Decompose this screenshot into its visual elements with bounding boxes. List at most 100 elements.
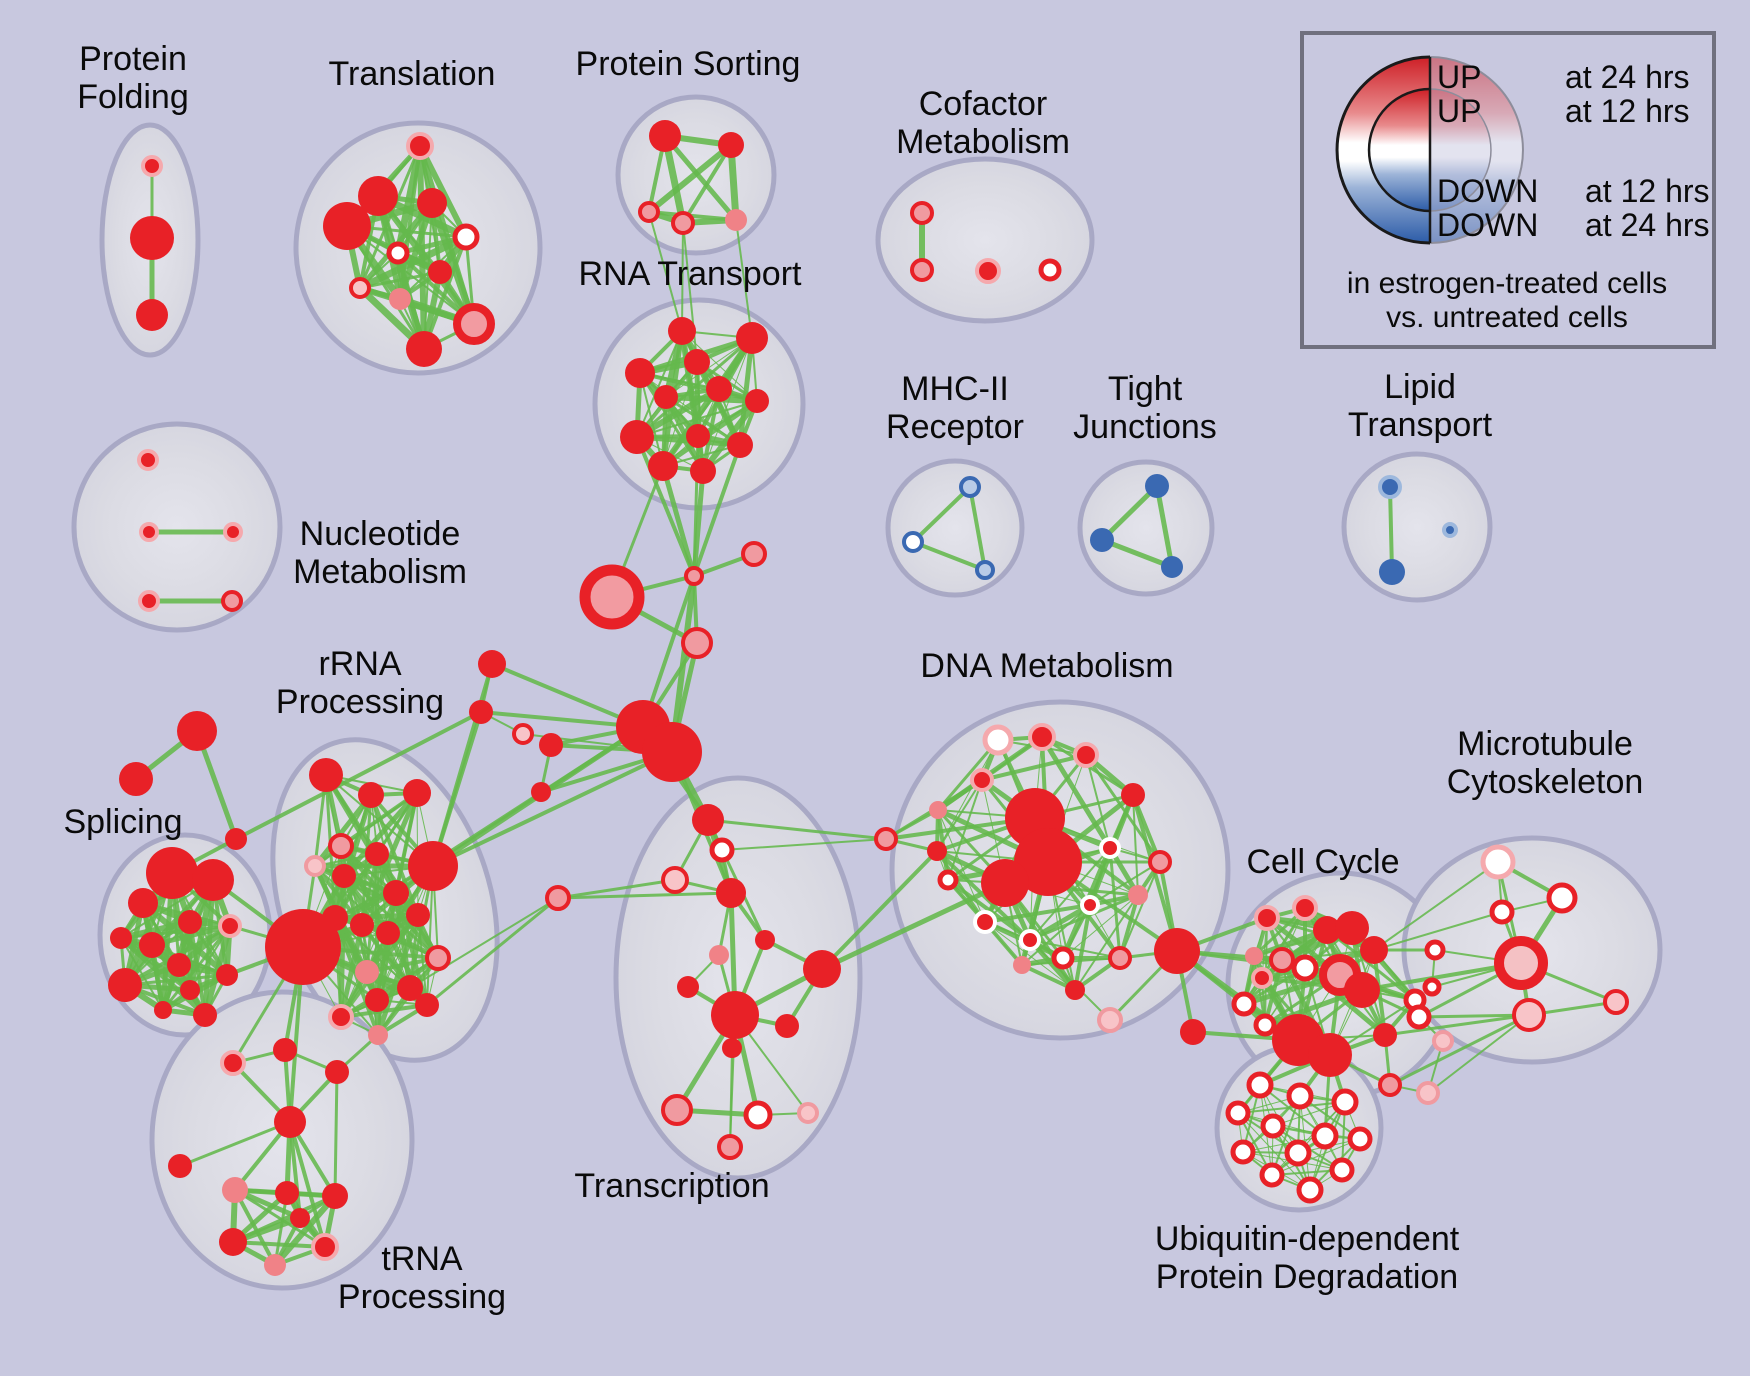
node-free-t1 bbox=[177, 711, 217, 751]
node-tj-2 bbox=[1161, 556, 1183, 578]
node-rrna-15 bbox=[355, 960, 379, 984]
node-ub-4 bbox=[1260, 1113, 1286, 1139]
cluster-label-lipid-transport: Transport bbox=[1348, 406, 1493, 444]
node-txn-6 bbox=[677, 976, 699, 998]
node-tr-10 bbox=[406, 331, 442, 367]
node-free-p22 bbox=[1378, 1073, 1402, 1097]
node-nuc-0 bbox=[137, 449, 159, 471]
node-spl-4 bbox=[218, 914, 242, 938]
node-cc-12 bbox=[1253, 1013, 1277, 1037]
bridge-edge bbox=[706, 818, 888, 841]
bridge-edge bbox=[735, 219, 753, 339]
node-dna-7 bbox=[1014, 828, 1082, 896]
node-trna-0 bbox=[220, 1050, 246, 1076]
network-edge bbox=[737, 335, 755, 448]
node-trna-7 bbox=[219, 1228, 247, 1256]
node-txn-2 bbox=[661, 866, 689, 894]
network-edge bbox=[946, 878, 1032, 942]
node-rt-9 bbox=[727, 432, 753, 458]
node-mhc-1 bbox=[902, 531, 924, 553]
node-free-lp1 bbox=[1097, 1007, 1123, 1033]
node-dna-11 bbox=[1148, 850, 1172, 874]
node-dna-5 bbox=[927, 841, 947, 861]
node-cc-2 bbox=[1313, 916, 1341, 944]
cluster-label-tight-junctions: Junctions bbox=[1073, 408, 1217, 446]
network-edge bbox=[1074, 894, 1139, 991]
bridge-edge bbox=[681, 222, 684, 332]
node-free-s1 bbox=[539, 733, 563, 757]
network-edge bbox=[1388, 485, 1394, 574]
node-tj-1 bbox=[1090, 528, 1114, 552]
node-mt-7 bbox=[1512, 998, 1546, 1032]
network-edge bbox=[339, 1003, 429, 1019]
network-edge bbox=[1039, 734, 1113, 851]
bridge-edge bbox=[1373, 861, 1499, 951]
node-txn-4 bbox=[755, 930, 775, 950]
cluster-ellipse-mhc-ii-receptor bbox=[885, 458, 1025, 598]
node-mt-1 bbox=[1546, 882, 1578, 914]
network-edge bbox=[346, 225, 475, 325]
node-trna-8 bbox=[311, 1233, 339, 1261]
node-tr-0 bbox=[406, 132, 434, 160]
network-edge bbox=[947, 779, 983, 881]
node-free-iso bbox=[168, 1154, 192, 1178]
bridge-edge bbox=[234, 710, 483, 841]
node-ub-11 bbox=[1296, 1176, 1324, 1204]
network-edge bbox=[1242, 1135, 1326, 1153]
legend-circle-outline bbox=[1335, 55, 1431, 245]
node-ub-0 bbox=[1246, 1071, 1274, 1099]
node-tr-2 bbox=[417, 188, 447, 218]
cluster-ellipse-nucleotide-metabolism bbox=[71, 421, 283, 633]
legend-time-label: at 24 hrs bbox=[1565, 59, 1690, 95]
cluster-label-ubiquitin-dependent-protein-degradation: Protein Degradation bbox=[1156, 1258, 1458, 1296]
node-cc-6 bbox=[1269, 947, 1295, 973]
cluster-label-splicing: Splicing bbox=[63, 803, 182, 841]
node-pf-1 bbox=[130, 216, 174, 260]
network-edge bbox=[118, 935, 208, 1018]
cluster-label-transcription: Transcription bbox=[574, 1167, 769, 1205]
legend-caption: in estrogen-treated cells bbox=[1347, 267, 1667, 300]
node-trna-2 bbox=[325, 1060, 349, 1084]
node-free-bigpink bbox=[579, 564, 645, 630]
network-edge bbox=[312, 792, 374, 869]
node-spl-11 bbox=[154, 1001, 172, 1019]
network-edge bbox=[288, 1120, 302, 1220]
legend-circle-outline bbox=[1429, 56, 1524, 244]
bridge-edge bbox=[721, 838, 887, 851]
node-txn-8 bbox=[775, 1014, 799, 1038]
node-rt-4 bbox=[706, 376, 732, 402]
legend-direction-label: DOWN bbox=[1437, 173, 1538, 209]
node-tr-1 bbox=[358, 176, 398, 216]
node-rrna-17 bbox=[365, 988, 389, 1012]
node-spl-9 bbox=[180, 980, 200, 1000]
nodes-layer bbox=[108, 120, 1629, 1276]
legend-time-label: at 12 hrs bbox=[1565, 93, 1690, 129]
node-rrna-7 bbox=[408, 841, 458, 891]
node-free-t3 bbox=[225, 828, 247, 850]
node-free-cb bbox=[1154, 928, 1200, 974]
cluster-label-protein-folding: Folding bbox=[77, 78, 189, 116]
bridge-edge bbox=[479, 710, 645, 729]
cluster-label-translation: Translation bbox=[329, 55, 496, 93]
cluster-label-lipid-transport: Lipid bbox=[1384, 368, 1456, 406]
node-rrna-6 bbox=[365, 842, 389, 866]
bridge-edge bbox=[692, 443, 742, 578]
node-mt-3 bbox=[1424, 939, 1446, 961]
bridge-edge bbox=[1388, 1013, 1531, 1087]
node-txn-5 bbox=[709, 945, 729, 965]
network-edge bbox=[665, 337, 753, 398]
cluster-label-nucleotide-metabolism: Metabolism bbox=[293, 553, 467, 591]
network-edge bbox=[1132, 794, 1139, 896]
node-free-n3 bbox=[512, 723, 534, 745]
network-edge bbox=[984, 921, 1076, 991]
network-edge bbox=[936, 779, 983, 852]
node-spl-12 bbox=[193, 1003, 217, 1027]
node-rt-11 bbox=[690, 458, 716, 484]
node-cof-3 bbox=[1038, 258, 1062, 282]
legend-time-label: at 12 hrs bbox=[1585, 173, 1710, 209]
node-ub-3 bbox=[1225, 1100, 1251, 1126]
node-tr-4 bbox=[452, 223, 480, 251]
node-rrna-13 bbox=[265, 909, 341, 985]
bridge-edge bbox=[1131, 793, 1179, 953]
